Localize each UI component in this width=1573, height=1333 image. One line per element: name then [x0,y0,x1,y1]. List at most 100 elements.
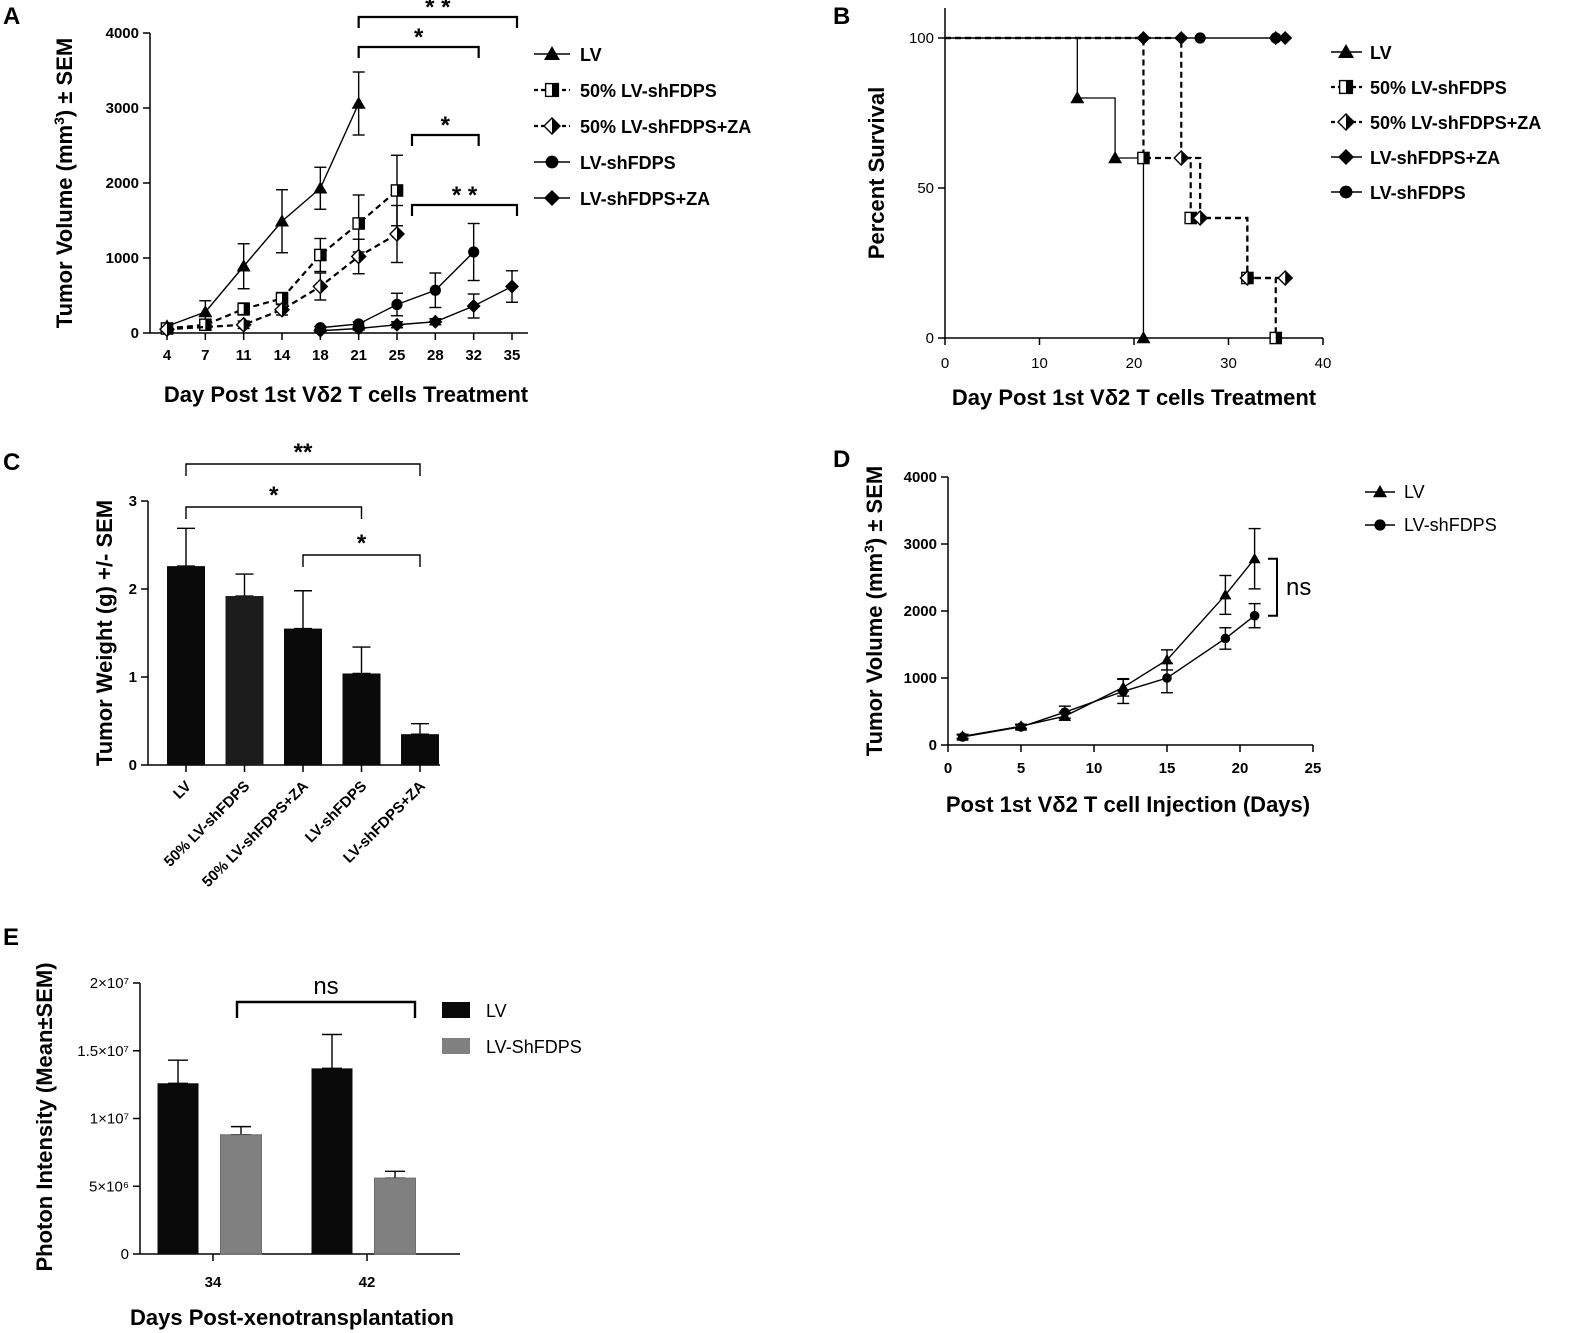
c-bar [225,596,264,765]
e-significance-label: ns [313,973,338,1000]
d-data-point [1220,633,1231,644]
panel-e-photon-intensity-chart: 0 5×10⁶ 1×10⁷ 1.5×10⁷ 2×10⁷ 34 42 Days Post-xen… [32,962,582,1330]
b-survival-step-line [945,37,1145,338]
a-data-point-fill [282,292,288,305]
a-data-point-fill [205,319,211,331]
a-series-line [166,233,398,331]
e-legend-swatch [442,1038,470,1054]
c-bar [401,734,439,765]
a-significance-bracket [357,45,480,58]
a-series-line [166,103,360,327]
b-x-axis-title: Day Post 1st Vδ2 T cells Treatment [952,385,1317,410]
a-data-point [350,248,367,265]
a-data-point [274,301,290,318]
a-significance-label: * * [425,0,451,21]
a-significance-label: * * [452,182,478,209]
d-legend-label: LV-shFDPS [1404,515,1497,535]
c-bar [167,566,205,765]
b-legend-label: 50% LV-shFDPS [1370,78,1507,98]
d-x-tick-label: 0 [944,760,952,777]
d-x-tick-label: 15 [1159,760,1176,777]
e-bar [220,1134,262,1255]
a-x-tick-label: 21 [350,347,367,364]
a-legend-label: 50% LV-shFDPS [580,81,717,101]
e-bar [374,1177,416,1255]
d-data-point [1060,707,1070,717]
panel-label-c: C [3,449,20,476]
a-data-point [390,317,404,332]
c-x-tick-label: 50% LV-shFDPS+ZA [199,778,312,891]
a-series-line [320,285,513,332]
a-y-tick-label: 4000 [106,25,139,42]
a-legend-marker-fill [552,83,559,97]
panel-label-e: E [3,924,19,951]
a-data-point [389,226,405,242]
b-data-point [1270,32,1282,44]
a-data-point-fill [282,302,289,317]
a-y-tick-label: 0 [131,325,139,342]
a-y-axis-title: Tumor Volume (mm3) ± SEM [51,38,77,328]
d-data-point [1249,610,1260,621]
a-data-point [468,246,480,258]
b-y-tick-label: 0 [926,330,934,347]
a-data-point [352,217,365,230]
a-significance-bracket [410,133,480,146]
c-y-tick-label: 3 [129,493,137,510]
a-data-point-fill [397,184,403,197]
panel-label-a: A [3,3,20,30]
d-significance-bracket [1268,557,1278,617]
b-legend-marker [1337,113,1355,131]
c-significance-label: ** [294,439,313,466]
a-data-point [275,214,289,227]
a-data-point [351,321,366,336]
panel-a-tumor-volume-chart: 0 1000 2000 3000 4000 4 7 11 14 18 21 25 28 32 35 Day P… [51,0,751,407]
a-x-tick-label: 35 [504,347,521,364]
a-data-point-fill [320,279,328,294]
d-legend-marker [1374,519,1386,531]
a-x-tick-label: 4 [163,347,172,364]
b-data-point [1192,210,1209,226]
d-data-point [1162,673,1172,683]
b-survival-step-line [945,36,1286,280]
b-x-tick-label: 10 [1031,355,1048,372]
a-legend-marker-fill [552,118,560,134]
b-data-point [1136,331,1151,344]
b-data-point [1070,91,1085,104]
e-y-axis-title: Photon Intensity (Mean±SEM) [32,962,57,1271]
a-data-point [198,305,213,318]
d-data-point [1219,588,1232,600]
e-legend-label: LV [486,1001,507,1021]
b-legend-marker-fill [1346,80,1353,94]
b-x-tick-label: 40 [1315,355,1332,372]
b-data-point [1194,32,1206,44]
a-data-point-fill [320,249,326,261]
a-legend-marker [544,82,560,98]
a-data-point [199,318,212,332]
panel-label-d: D [833,446,850,473]
c-significance-bracket [185,506,363,519]
d-legend-label: LV [1404,482,1425,502]
b-data-point [1173,150,1190,166]
b-data-point-fill [1181,151,1189,165]
d-x-tick-label: 5 [1017,760,1025,777]
b-data-point-fill [1143,152,1150,164]
a-data-point [235,316,252,333]
a-legend-marker [543,117,561,135]
c-significance-label: * [269,482,279,509]
e-x-axis-title: Days Post-xenotransplantation [130,1305,454,1330]
a-x-tick-label: 7 [201,347,209,364]
c-bar [284,628,322,765]
b-legend-label: LV [1370,43,1392,63]
a-data-point-fill [358,217,365,230]
a-data-point [351,96,366,109]
a-data-point [428,314,443,329]
d-y-tick-label: 2000 [904,603,937,620]
a-significance-bracket [410,203,519,216]
a-x-tick-label: 32 [465,347,482,364]
a-legend-label: 50% LV-shFDPS+ZA [580,117,751,137]
a-legend-marker [545,155,559,169]
panel-label-b: B [833,3,850,30]
a-data-point [429,284,441,296]
d-y-tick-label: 3000 [904,536,937,553]
e-y-tick-label: 2×10⁷ [90,975,129,992]
